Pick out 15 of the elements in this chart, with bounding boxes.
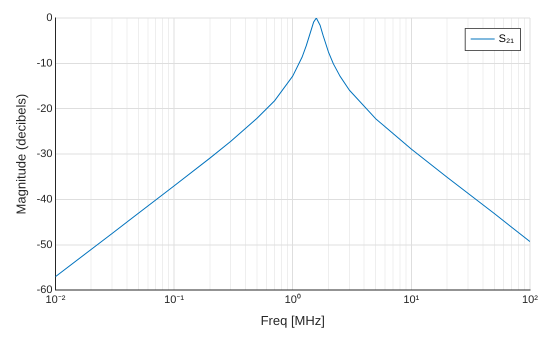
- y-tick-label: -20: [36, 102, 52, 115]
- y-tick-label: 0: [46, 12, 52, 24]
- y-tick-label: -40: [36, 194, 52, 206]
- legend-label: S₂₁: [498, 33, 514, 46]
- y-tick-label: -30: [36, 148, 52, 160]
- x-tick-label: 10⁰: [284, 292, 301, 306]
- x-axis-title: Freq [MHz]: [260, 312, 325, 328]
- x-tick-label: 10⁻²: [46, 294, 66, 306]
- y-tick-label: -60: [36, 284, 52, 296]
- y-axis-title: Magnitude (decibels): [13, 94, 28, 214]
- y-tick-label: -10: [36, 57, 52, 70]
- x-tick-label: 10²: [522, 294, 538, 306]
- y-tick-label: -50: [36, 238, 52, 251]
- x-tick-label: 10⁻¹: [164, 294, 184, 306]
- x-tick-label: 10¹: [403, 294, 420, 306]
